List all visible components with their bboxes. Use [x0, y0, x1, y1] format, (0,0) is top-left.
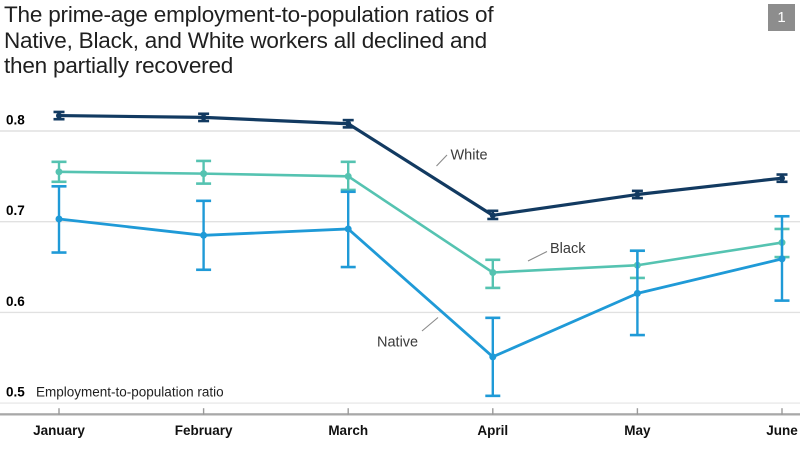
data-point-black-february	[200, 170, 208, 178]
series-line-native	[58, 217, 783, 359]
chart-title-line-3: then partially recovered	[4, 53, 234, 78]
series-label-native: Native	[377, 335, 418, 351]
data-point-native-april	[489, 353, 497, 361]
y-tick-label-0.8: 0.8	[6, 113, 25, 128]
data-point-black-march	[344, 172, 352, 180]
annotation-leader-black	[527, 251, 548, 262]
annotation-leader-native	[421, 317, 439, 332]
series-white	[53, 110, 788, 221]
y-tick-label-0.5: 0.5	[6, 385, 25, 400]
x-tick-label-april: April	[477, 423, 508, 438]
series-label-black: Black	[550, 241, 586, 257]
slide-number: 1	[777, 9, 786, 26]
series-black	[51, 159, 790, 290]
data-point-native-june	[778, 255, 786, 263]
data-point-black-april	[489, 268, 497, 276]
data-point-native-february	[200, 231, 208, 239]
y-axis-title: Employment-to-population ratio	[36, 385, 224, 400]
data-point-white-june	[779, 175, 785, 182]
series-label-white: White	[451, 148, 488, 164]
x-tick-label-february: February	[175, 423, 233, 438]
chart-title-line-1: The prime-age employment-to-population r…	[4, 2, 494, 27]
data-point-white-april	[489, 212, 496, 219]
annotation-leader-white	[436, 154, 448, 167]
series-line-white	[58, 113, 783, 217]
data-point-black-january	[55, 168, 63, 176]
x-axis-line	[0, 413, 800, 416]
y-tick-label-0.6: 0.6	[6, 294, 25, 309]
x-tick-label-june: June	[766, 423, 798, 438]
x-tick-label-march: March	[328, 423, 368, 438]
data-point-white-march	[345, 120, 352, 127]
data-point-white-may	[634, 191, 641, 198]
data-point-native-may	[633, 289, 641, 297]
data-point-native-january	[55, 215, 63, 223]
series-line-black	[58, 170, 783, 274]
y-tick-label-0.7: 0.7	[6, 203, 25, 218]
data-point-native-march	[344, 225, 352, 233]
data-point-white-february	[200, 114, 207, 121]
chart-title-line-2: Native, Black, and White workers all dec…	[4, 27, 487, 53]
data-point-white-january	[56, 112, 62, 119]
x-tick-label-may: May	[624, 423, 651, 438]
slide-number-badge: 1	[768, 4, 795, 31]
x-tick-label-january: January	[33, 423, 85, 438]
chart-title: The prime-age employment-to-population r…	[4, 2, 494, 79]
series-native	[51, 185, 790, 398]
